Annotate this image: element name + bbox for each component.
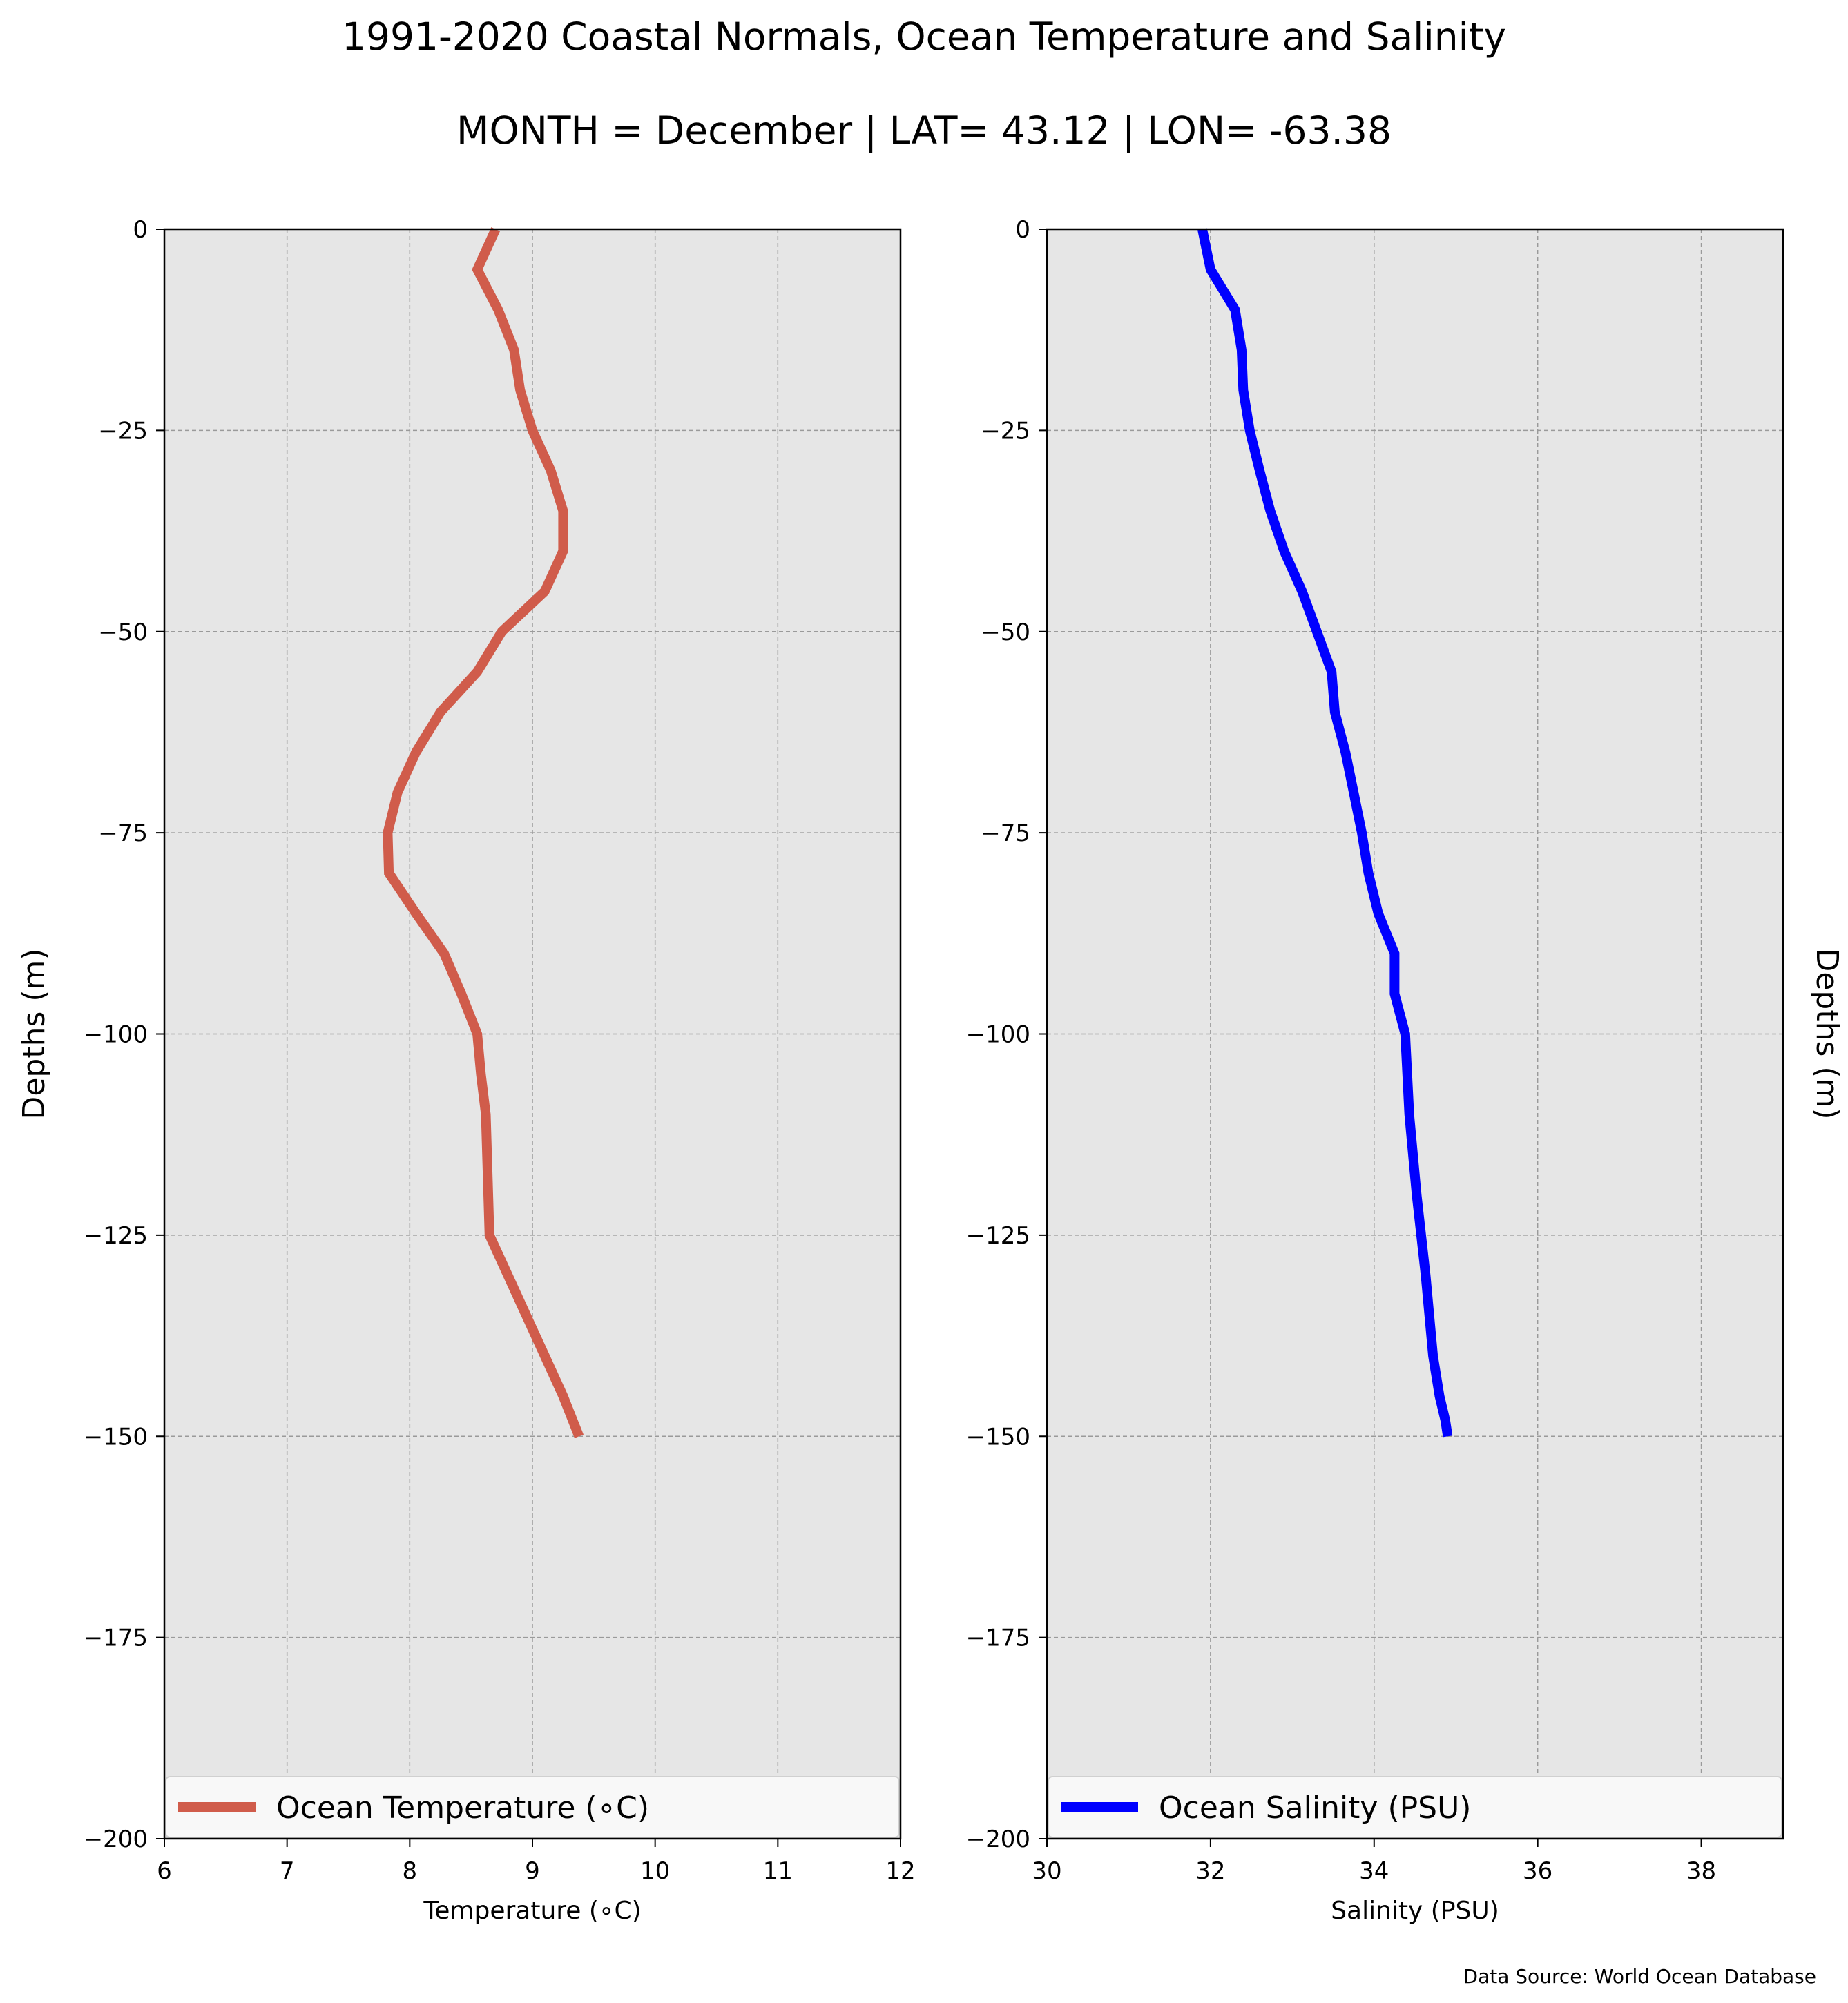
x-tick-label: 38 bbox=[1686, 1857, 1716, 1885]
x-tick-label: 34 bbox=[1359, 1857, 1389, 1885]
salinity-chart-panel: Ocean Salinity (PSU) 30 32 34 36 38 0 −25 −50 −75… bbox=[966, 216, 1845, 1925]
y-tick-label: −50 bbox=[981, 619, 1030, 646]
x-tick-label: 12 bbox=[885, 1857, 915, 1885]
figure-subtitle: MONTH = December | LAT= 43.12 | LON= -63… bbox=[456, 108, 1392, 153]
legend-box bbox=[165, 1776, 900, 1838]
x-tick-label: 7 bbox=[280, 1857, 295, 1885]
x-tick-label: 6 bbox=[157, 1857, 172, 1885]
x-tick-label: 30 bbox=[1032, 1857, 1061, 1885]
y-axis-label: Depths (m) bbox=[17, 948, 52, 1119]
legend-label: Ocean Temperature (∘C) bbox=[276, 1790, 649, 1826]
y-tick-label: −125 bbox=[966, 1222, 1030, 1250]
x-tick-label: 32 bbox=[1195, 1857, 1225, 1885]
y-tick-label: −150 bbox=[966, 1423, 1030, 1451]
x-tick-label: 36 bbox=[1523, 1857, 1552, 1885]
y-tick-label: −100 bbox=[966, 1021, 1030, 1049]
y-tick-label: −175 bbox=[966, 1625, 1030, 1652]
y-tick-label: −125 bbox=[84, 1222, 148, 1250]
y-tick-label: −100 bbox=[84, 1021, 148, 1049]
x-tick-label: 9 bbox=[525, 1857, 540, 1885]
y-tick-label: 0 bbox=[1015, 216, 1030, 244]
y-tick-label: −175 bbox=[84, 1625, 148, 1652]
y-axis-label: Depths (m) bbox=[1809, 948, 1845, 1119]
legend-label: Ocean Salinity (PSU) bbox=[1159, 1790, 1471, 1826]
y-tick-label: −25 bbox=[98, 417, 148, 445]
x-axis-label: Temperature (∘C) bbox=[423, 1897, 641, 1925]
x-axis-label: Salinity (PSU) bbox=[1331, 1897, 1499, 1925]
y-tick-label: 0 bbox=[133, 216, 148, 244]
series-line bbox=[1197, 228, 1453, 1438]
y-tick-label: −200 bbox=[84, 1826, 148, 1853]
legend-box bbox=[1048, 1776, 1782, 1838]
y-tick-label: −50 bbox=[98, 619, 148, 646]
figure-title: 1991-2020 Coastal Normals, Ocean Tempera… bbox=[342, 14, 1506, 59]
x-tick-label: 11 bbox=[763, 1857, 793, 1885]
temperature-chart-panel: Ocean Temperature (∘C) 6 7 8 9 10 11 12 0 −25 −50 −… bbox=[17, 216, 916, 1925]
y-tick-label: −75 bbox=[981, 820, 1030, 847]
data-source-note: Data Source: World Ocean Database bbox=[1463, 1965, 1816, 1988]
y-tick-label: −150 bbox=[84, 1423, 148, 1451]
x-tick-label: 10 bbox=[640, 1857, 670, 1885]
y-tick-label: −200 bbox=[966, 1826, 1030, 1853]
y-tick-label: −75 bbox=[98, 820, 148, 847]
y-tick-label: −25 bbox=[981, 417, 1030, 445]
x-tick-label: 8 bbox=[403, 1857, 418, 1885]
series-line bbox=[383, 227, 584, 1438]
